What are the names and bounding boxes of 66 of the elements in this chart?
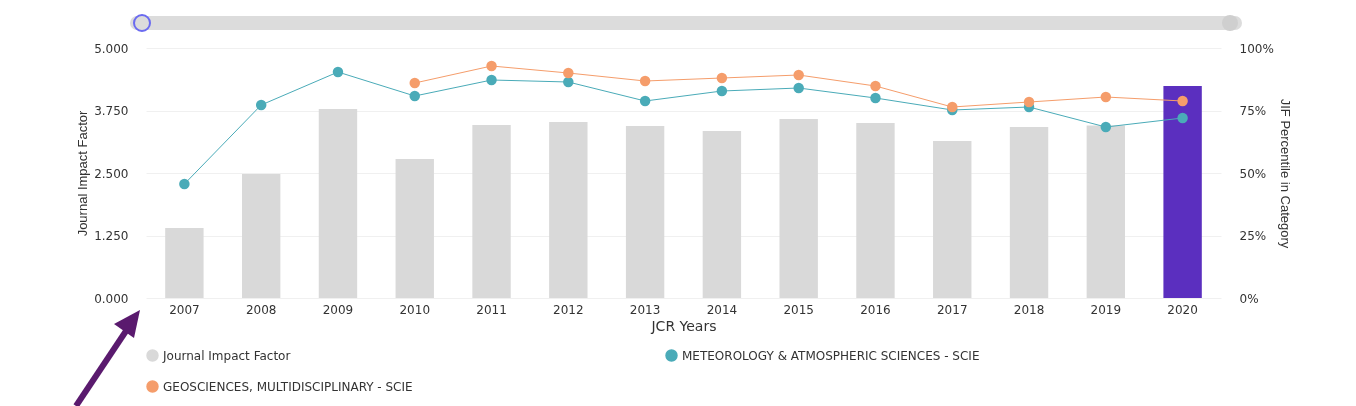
point (716, 85, 728, 97)
bar (625, 126, 665, 298)
point (409, 90, 420, 102)
x-tick-label: 2018 (1013, 302, 1045, 317)
y-tick-label: 1.250 (94, 229, 129, 243)
point (870, 92, 881, 104)
point (255, 99, 267, 111)
y2-tick-label: 0% (1239, 291, 1259, 306)
bar (1009, 127, 1049, 298)
y-axis-title: Journal Impact Factor (75, 109, 91, 237)
point (486, 74, 497, 86)
x-tick-label: 2013 (629, 302, 661, 317)
point (1177, 95, 1188, 107)
y2-tick-label: 50% (1239, 166, 1267, 181)
bar (318, 109, 358, 298)
y-tick-label: 0.000 (94, 291, 129, 306)
x-tick-label: 2011 (476, 302, 507, 317)
legend-label: METEOROLOGY & ATMOSPHERIC SCIENCES - SCIE (682, 348, 980, 363)
legend-label: GEOSCIENCES, MULTIDISCIPLINARY - SCIE (163, 379, 413, 394)
bar (165, 228, 204, 298)
bar (241, 174, 281, 298)
y-tick-label: 3.750 (94, 104, 129, 118)
y2-tick-label: 25% (1239, 229, 1267, 243)
legend-label: Journal Impact Factor (162, 348, 291, 363)
bar (702, 131, 742, 298)
y2-axis-title: JIF Percentile in Category (1277, 98, 1293, 249)
y-tick-label: 2.500 (94, 166, 129, 181)
x-tick-label: 2014 (706, 302, 738, 317)
y2-tick-label: 75% (1239, 104, 1267, 118)
x-tick-label: 2015 (783, 302, 814, 317)
point (639, 75, 651, 87)
point (870, 80, 881, 92)
x-tick-label: 2007 (169, 302, 200, 317)
x-tick-label: 2017 (936, 302, 968, 317)
x-axis-title: JCR Years (650, 317, 717, 334)
point (332, 66, 344, 78)
point (179, 178, 190, 190)
point (793, 69, 804, 81)
point (793, 82, 804, 94)
point (1023, 96, 1035, 108)
point (716, 72, 728, 84)
point (486, 60, 497, 72)
point (1100, 91, 1112, 103)
point (563, 76, 574, 88)
bar (472, 125, 511, 298)
bar (1163, 86, 1202, 298)
x-tick-label: 2008 (245, 302, 277, 317)
point (1177, 112, 1188, 124)
x-tick-label: 2016 (860, 302, 891, 317)
bar (549, 122, 588, 298)
x-tick-label: 2012 (553, 302, 584, 317)
bar (1086, 125, 1126, 298)
point (563, 67, 574, 79)
bar (395, 159, 434, 298)
bar (933, 141, 972, 298)
point (1100, 121, 1112, 133)
x-tick-label: 2010 (399, 302, 431, 317)
point (409, 77, 420, 89)
bar (779, 119, 818, 298)
bar (856, 123, 895, 298)
x-tick-label: 2009 (322, 302, 354, 317)
y-tick-label: 5.000 (94, 41, 129, 56)
y2-tick-label: 100% (1239, 41, 1274, 56)
x-tick-label: 2019 (1090, 302, 1122, 317)
x-tick-label: 2020 (1167, 302, 1198, 317)
point (639, 95, 651, 107)
